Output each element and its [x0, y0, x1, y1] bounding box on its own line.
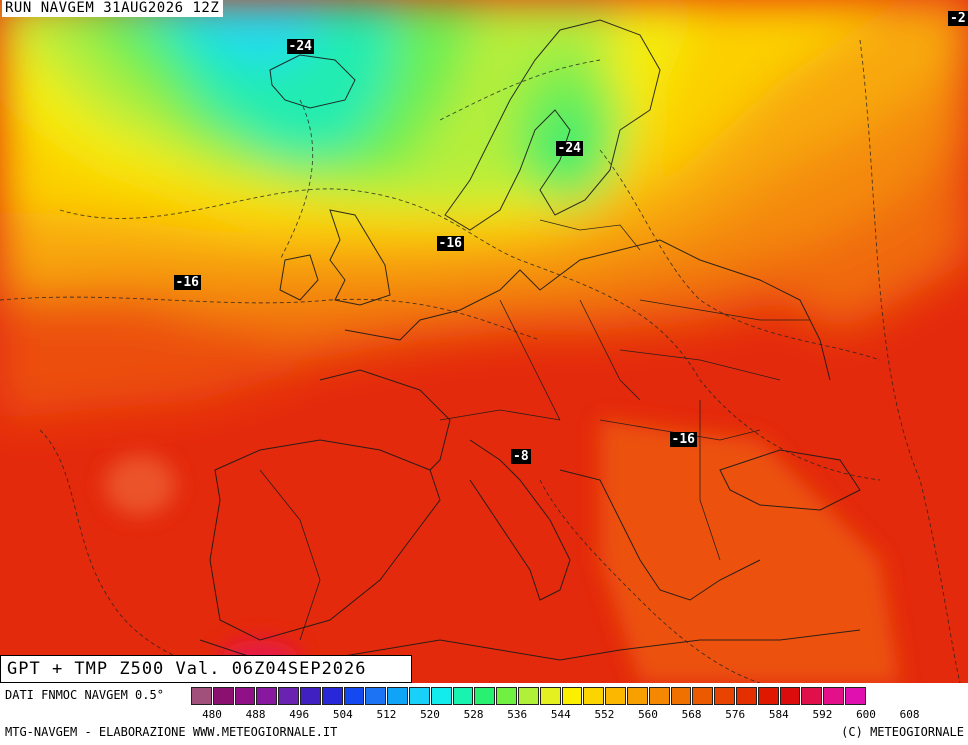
map-title: GPT + TMP Z500 Val. 06Z04SEP2026 — [0, 655, 412, 683]
color-scale-swatch — [387, 687, 408, 705]
color-scale-tick: 552 — [594, 708, 615, 721]
color-scale-swatch — [408, 687, 430, 705]
color-scale-ticks: 480 488 496 504 512 520 528 536 544 552 560 568 576 5… — [0, 708, 968, 722]
color-scale-tick: 528 — [463, 708, 484, 721]
color-scale-swatch — [474, 687, 496, 705]
color-scale-tick: 600 — [856, 708, 876, 721]
color-scale-swatch — [343, 687, 365, 705]
color-scale-tick: 592 — [812, 708, 833, 721]
color-scale-swatch — [234, 687, 256, 705]
temperature-label: -8 — [511, 448, 531, 464]
color-scale-swatch — [648, 687, 670, 705]
color-scale — [191, 687, 867, 707]
color-scale-swatch — [735, 687, 757, 705]
color-scale-tick: 504 — [332, 708, 353, 721]
color-scale-tick: 576 — [725, 708, 746, 721]
run-label: RUN NAVGEM 31AUG2026 12Z — [2, 0, 224, 17]
color-scale-tick: 544 — [550, 708, 571, 721]
color-scale-swatch — [823, 687, 844, 705]
color-scale-swatch — [256, 687, 278, 705]
color-scale-swatch — [561, 687, 583, 705]
color-scale-swatch — [626, 687, 648, 705]
color-scale-swatch — [517, 687, 539, 705]
temperature-label: -24 — [555, 140, 583, 156]
temperature-label: -16 — [436, 235, 464, 251]
color-scale-swatch — [212, 687, 234, 705]
color-scale-swatch — [539, 687, 561, 705]
color-scale-swatch — [278, 687, 299, 705]
color-scale-tick: 520 — [420, 708, 440, 721]
color-scale-tick: 488 — [245, 708, 266, 721]
data-source-label: DATI FNMOC NAVGEM 0.5° — [5, 688, 164, 702]
weather-map — [0, 0, 968, 683]
color-scale-tick: 568 — [681, 708, 702, 721]
color-scale-swatch — [801, 687, 823, 705]
color-scale-tick: 536 — [507, 708, 528, 721]
color-scale-tick: 512 — [376, 708, 397, 721]
color-scale-swatch — [692, 687, 714, 705]
color-scale-swatch — [321, 687, 343, 705]
color-scale-swatch — [670, 687, 692, 705]
credit-left: MTG-NAVGEM - ELABORAZIONE WWW.METEOGIORN… — [5, 725, 338, 739]
color-scale-tick: 608 — [899, 708, 920, 721]
color-scale-swatch — [844, 687, 866, 705]
color-scale-tick: 584 — [768, 708, 789, 721]
color-scale-swatch — [779, 687, 801, 705]
credit-right: (C) METEOGIORNALE — [841, 725, 964, 739]
color-scale-swatch — [430, 687, 452, 705]
color-scale-swatch — [452, 687, 474, 705]
temperature-label: -16 — [669, 431, 697, 447]
temperature-label: -16 — [173, 274, 201, 290]
temperature-label: -2 — [948, 10, 968, 26]
color-scale-swatch — [583, 687, 605, 705]
color-scale-swatch — [757, 687, 779, 705]
color-scale-swatch — [496, 687, 517, 705]
color-scale-swatch — [714, 687, 735, 705]
color-scale-swatch — [605, 687, 626, 705]
color-scale-tick: 480 — [202, 708, 222, 721]
footer: DATI FNMOC NAVGEM 0.5° 480 488 496 504 512 52… — [0, 683, 968, 745]
geopotential-field — [0, 0, 968, 683]
color-scale-swatch — [299, 687, 321, 705]
color-scale-tick: 496 — [289, 708, 310, 721]
color-scale-tick: 560 — [638, 708, 658, 721]
color-scale-swatch — [191, 687, 212, 705]
color-scale-swatch — [365, 687, 387, 705]
temperature-label: -24 — [286, 38, 314, 54]
